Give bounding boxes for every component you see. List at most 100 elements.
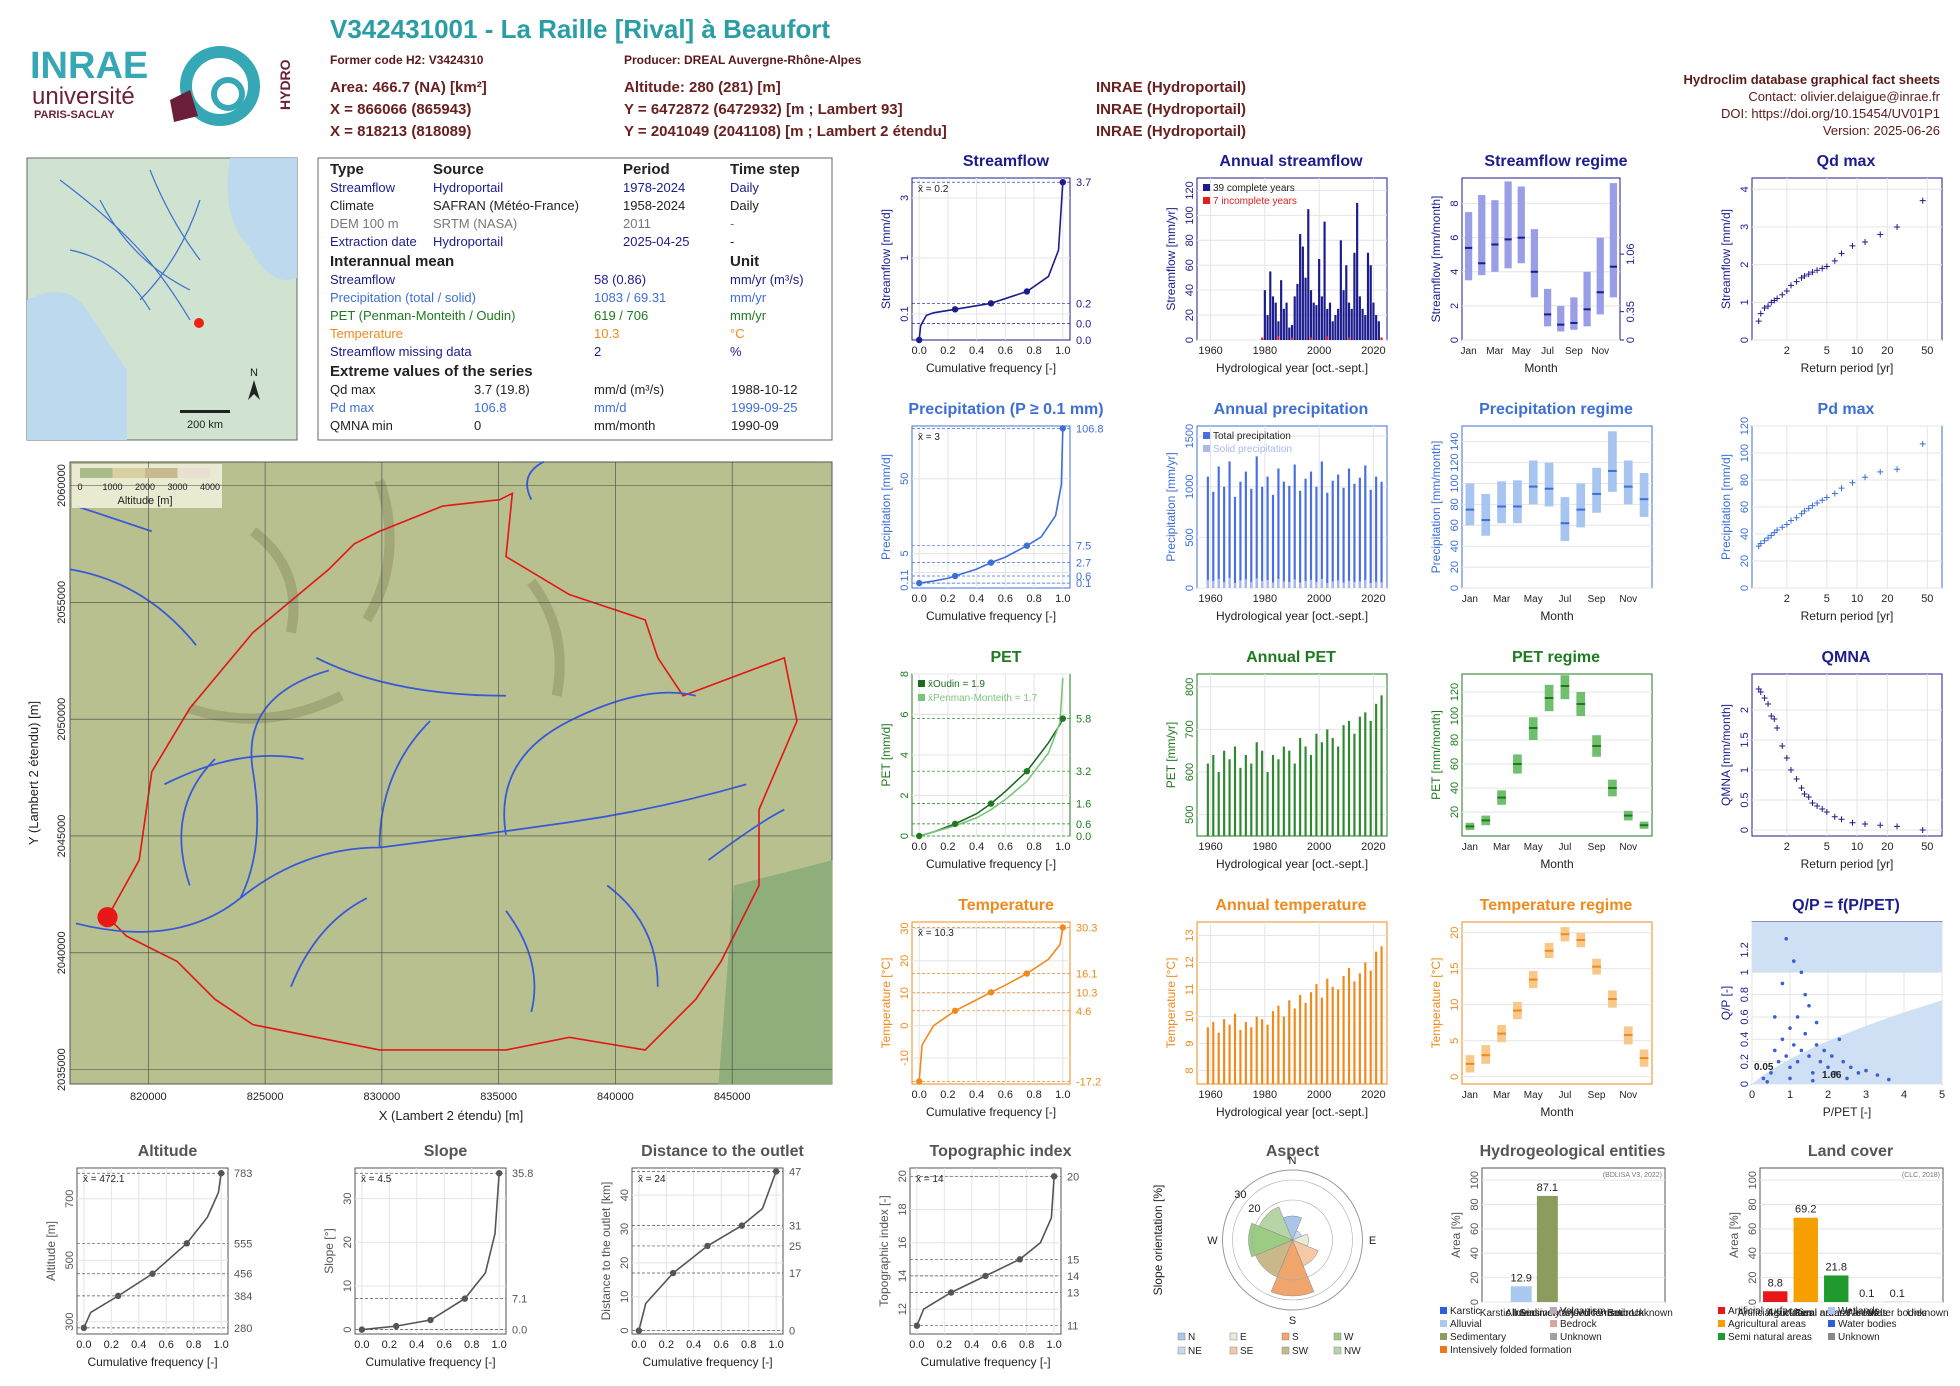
bar [1288,1000,1291,1084]
point [1877,231,1884,238]
x-tick-label: Water bodies [1868,1308,1927,1319]
bar [1347,302,1351,340]
y-label: QMNA [mm/month] [1719,704,1733,806]
y-tick-label: 13 [1184,929,1196,941]
y-label: Topographic index [-] [877,1195,891,1306]
panel-title: Annual precipitation [1214,401,1369,418]
x-tick-label: Jul [1559,1090,1572,1101]
x-tick-label: Jan [1462,842,1478,853]
box [1560,497,1570,541]
point [1805,271,1812,278]
inset-rivers [59,169,201,321]
quantile-point [358,1326,366,1333]
y-tick-label: 4 [1449,269,1461,275]
legend-swatch [1203,432,1210,439]
y-tick-label: 20 [1449,806,1461,818]
point [1838,250,1845,257]
y-tick-label: 700 [64,1190,76,1208]
note: (CLC, 2018) [1902,1172,1940,1179]
y-label: Streamflow [mm/month] [1429,196,1443,323]
info-header: Type [330,161,364,178]
former-code: Former code H2: V3424310 [330,53,484,67]
y-tick-label: 500 [1184,528,1196,546]
y-tick-label: 3 [1739,224,1751,230]
legend-swatch [1550,1333,1557,1340]
bar [1266,772,1269,836]
x-tick-label: 2000 [1307,1089,1331,1101]
bar [1342,487,1345,588]
compass-label: N [1289,1155,1297,1167]
point [1862,821,1869,827]
legend-swatch [918,694,925,701]
header-field: Y = 6472872 (6472932) [m ; Lambert 93] [624,101,903,118]
title: V342431001 - La Raille [Rival] à Beaufor… [330,14,830,44]
bar [1239,580,1242,588]
x-tick-label: Agricultural areas [1767,1308,1845,1319]
x-tick-label: 0.0 [909,1339,924,1351]
point [1822,1048,1826,1053]
bar [1233,496,1237,588]
x-tick-label: 0.0 [354,1339,369,1351]
bar [1282,1016,1285,1084]
point [1765,303,1772,310]
quantile-point [114,1292,122,1300]
x-tick-label: 1.0 [1046,1339,1061,1351]
y-label: PET [mm/yr] [1164,722,1178,788]
x-tick-label: 10 [1851,593,1863,605]
point [1769,1071,1773,1075]
legend-swatch [80,468,113,478]
point [1783,755,1790,761]
quantile-label: 15 [1067,1254,1079,1266]
bar [1364,465,1367,588]
x-tick-label: Alluvial [1505,1308,1537,1319]
x-tick-label: 0.6 [998,1089,1013,1101]
plot-area [1481,1167,1666,1303]
box [1576,483,1586,528]
map-x-tick: 825000 [247,1091,284,1103]
y-tick-label: 500 [64,1251,76,1269]
info-cell: mm/d (m³/s) [594,382,664,397]
quantile-point [987,559,995,566]
map-drawing [69,460,833,1085]
point [1784,936,1788,941]
bar [1271,494,1275,588]
info-section: Extreme values of the series [330,363,533,380]
y-tick-label: 1 [1739,767,1751,773]
info-cell: 2011 [623,216,651,231]
x-tick-label: 2000 [1307,593,1331,605]
bar [1296,283,1299,340]
bar [1244,471,1247,588]
point [1761,537,1768,544]
compass-label: W [1207,1235,1218,1247]
curve [83,1173,222,1329]
y-tick-label: 700 [1184,720,1196,738]
box [1543,288,1552,327]
bar [1358,477,1361,588]
x-tick-label: Sedimentary [1519,1308,1575,1319]
y-label: PET [mm/d] [879,723,893,786]
point [1814,499,1821,506]
y-label: Altitude [m] [44,1221,58,1281]
bar [1312,302,1315,340]
mean-label: x̄ = 10.3 [918,928,954,939]
bar [1326,308,1329,340]
point [1779,524,1786,531]
quantile-label: 0.0 [1076,831,1091,843]
bar [1223,486,1226,588]
north-arrow [248,380,260,400]
x-tick-label: 20 [1881,841,1893,853]
quantile-label: 384 [234,1291,252,1303]
y-tick-label: 100 [1469,1171,1481,1189]
info-cell: mm/yr (m³/s) [730,272,804,287]
x-tick-label: Jan [1462,1090,1478,1101]
y-tick-label: 0 [1449,585,1461,591]
bar [1299,994,1302,1084]
info-cell: Temperature [330,326,403,341]
panel-title: Precipitation regime [1479,401,1633,418]
info-cell: % [730,344,742,359]
y-tick-label: 0.4 [1739,1032,1751,1047]
x-tick-label: 1.0 [1055,593,1070,605]
bar [1250,763,1253,836]
x-tick-label: 0.8 [1026,841,1041,853]
logo-saclay: PARIS-SACLAY [34,109,115,121]
